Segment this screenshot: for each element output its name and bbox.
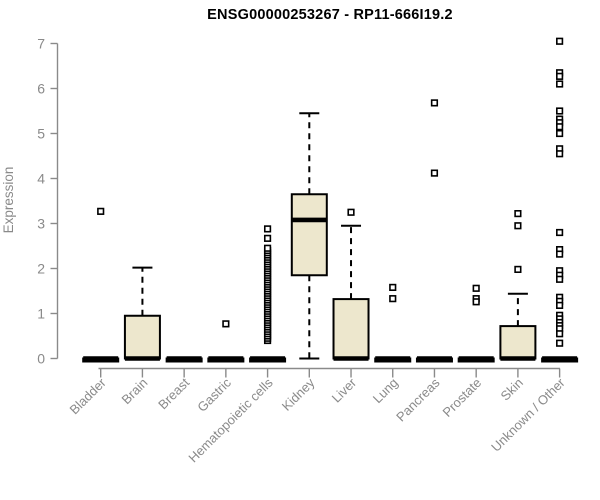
outlier-point	[556, 301, 564, 310]
outlier-point	[556, 250, 564, 258]
boxplot-gastric	[207, 320, 245, 363]
boxplot-brain	[123, 266, 161, 361]
box-iqr	[290, 193, 328, 277]
outlier-point	[263, 225, 272, 233]
y-tick-label: 4	[37, 171, 45, 187]
y-tick-label: 2	[37, 261, 45, 277]
boxplot-skin	[499, 210, 537, 361]
outlier-point	[430, 99, 439, 107]
x-tick-label-lung: Lung	[370, 375, 401, 406]
y-tick-label: 3	[37, 216, 45, 232]
boxplot-hematopoietic-cells	[249, 225, 287, 363]
x-tick-label-prostate: Prostate	[439, 375, 484, 420]
x-tick-label-liver: Liver	[329, 375, 360, 406]
outlier-point	[556, 150, 564, 158]
outlier-point	[556, 72, 564, 80]
x-tick-label-kidney: Kidney	[279, 375, 318, 414]
outlier-point	[430, 169, 439, 177]
outlier-point	[556, 80, 564, 88]
outlier-point	[514, 222, 522, 230]
outlier-point	[556, 330, 564, 338]
boxplot-unknown-other	[541, 37, 579, 363]
outlier-point	[556, 275, 564, 283]
outlier-point	[514, 265, 522, 274]
boxplot-bladder	[82, 207, 120, 363]
y-tick-label: 5	[37, 126, 45, 142]
outlier-point	[556, 339, 564, 347]
boxplot-liver	[332, 208, 370, 361]
boxplot-pancreas	[415, 99, 453, 363]
outlier-point	[472, 298, 480, 306]
x-tick-label-gastric: Gastric	[194, 375, 234, 415]
x-tick-label-bladder: Bladder	[67, 375, 110, 418]
chart-title: ENSG00000253267 - RP11-666I19.2	[207, 7, 453, 23]
outlier-point	[556, 123, 564, 131]
outlier-point	[556, 107, 564, 115]
boxplot-kidney	[290, 112, 328, 360]
x-tick-label-breast: Breast	[155, 375, 192, 412]
boxplot-lung	[374, 283, 412, 363]
box-iqr	[499, 325, 537, 360]
boxplot-breast	[165, 356, 203, 363]
outlier-point	[347, 208, 355, 216]
x-tick-label-pancreas: Pancreas	[393, 375, 443, 425]
y-tick-label: 6	[37, 81, 45, 97]
outlier-point	[514, 210, 522, 218]
x-tick-label-skin: Skin	[498, 375, 526, 403]
box-iqr	[332, 298, 370, 360]
outlier-point	[389, 283, 397, 292]
outlier-point	[97, 207, 105, 215]
x-tick-label-unknown-other: Unknown / Other	[488, 375, 568, 455]
y-tick-label: 0	[37, 351, 45, 367]
x-tick-label-brain: Brain	[118, 375, 150, 407]
outlier-point	[472, 284, 480, 292]
outlier-point	[263, 244, 272, 252]
outlier-point	[556, 228, 564, 237]
y-tick-label: 1	[37, 306, 45, 322]
y-tick-label: 7	[37, 36, 45, 52]
outlier-point	[556, 37, 564, 45]
outlier-point	[222, 320, 230, 328]
outlier-point	[263, 234, 272, 242]
boxplot-prostate	[457, 284, 495, 363]
outlier-point	[389, 295, 397, 303]
outlier-point	[556, 129, 564, 138]
box-iqr	[123, 314, 161, 360]
